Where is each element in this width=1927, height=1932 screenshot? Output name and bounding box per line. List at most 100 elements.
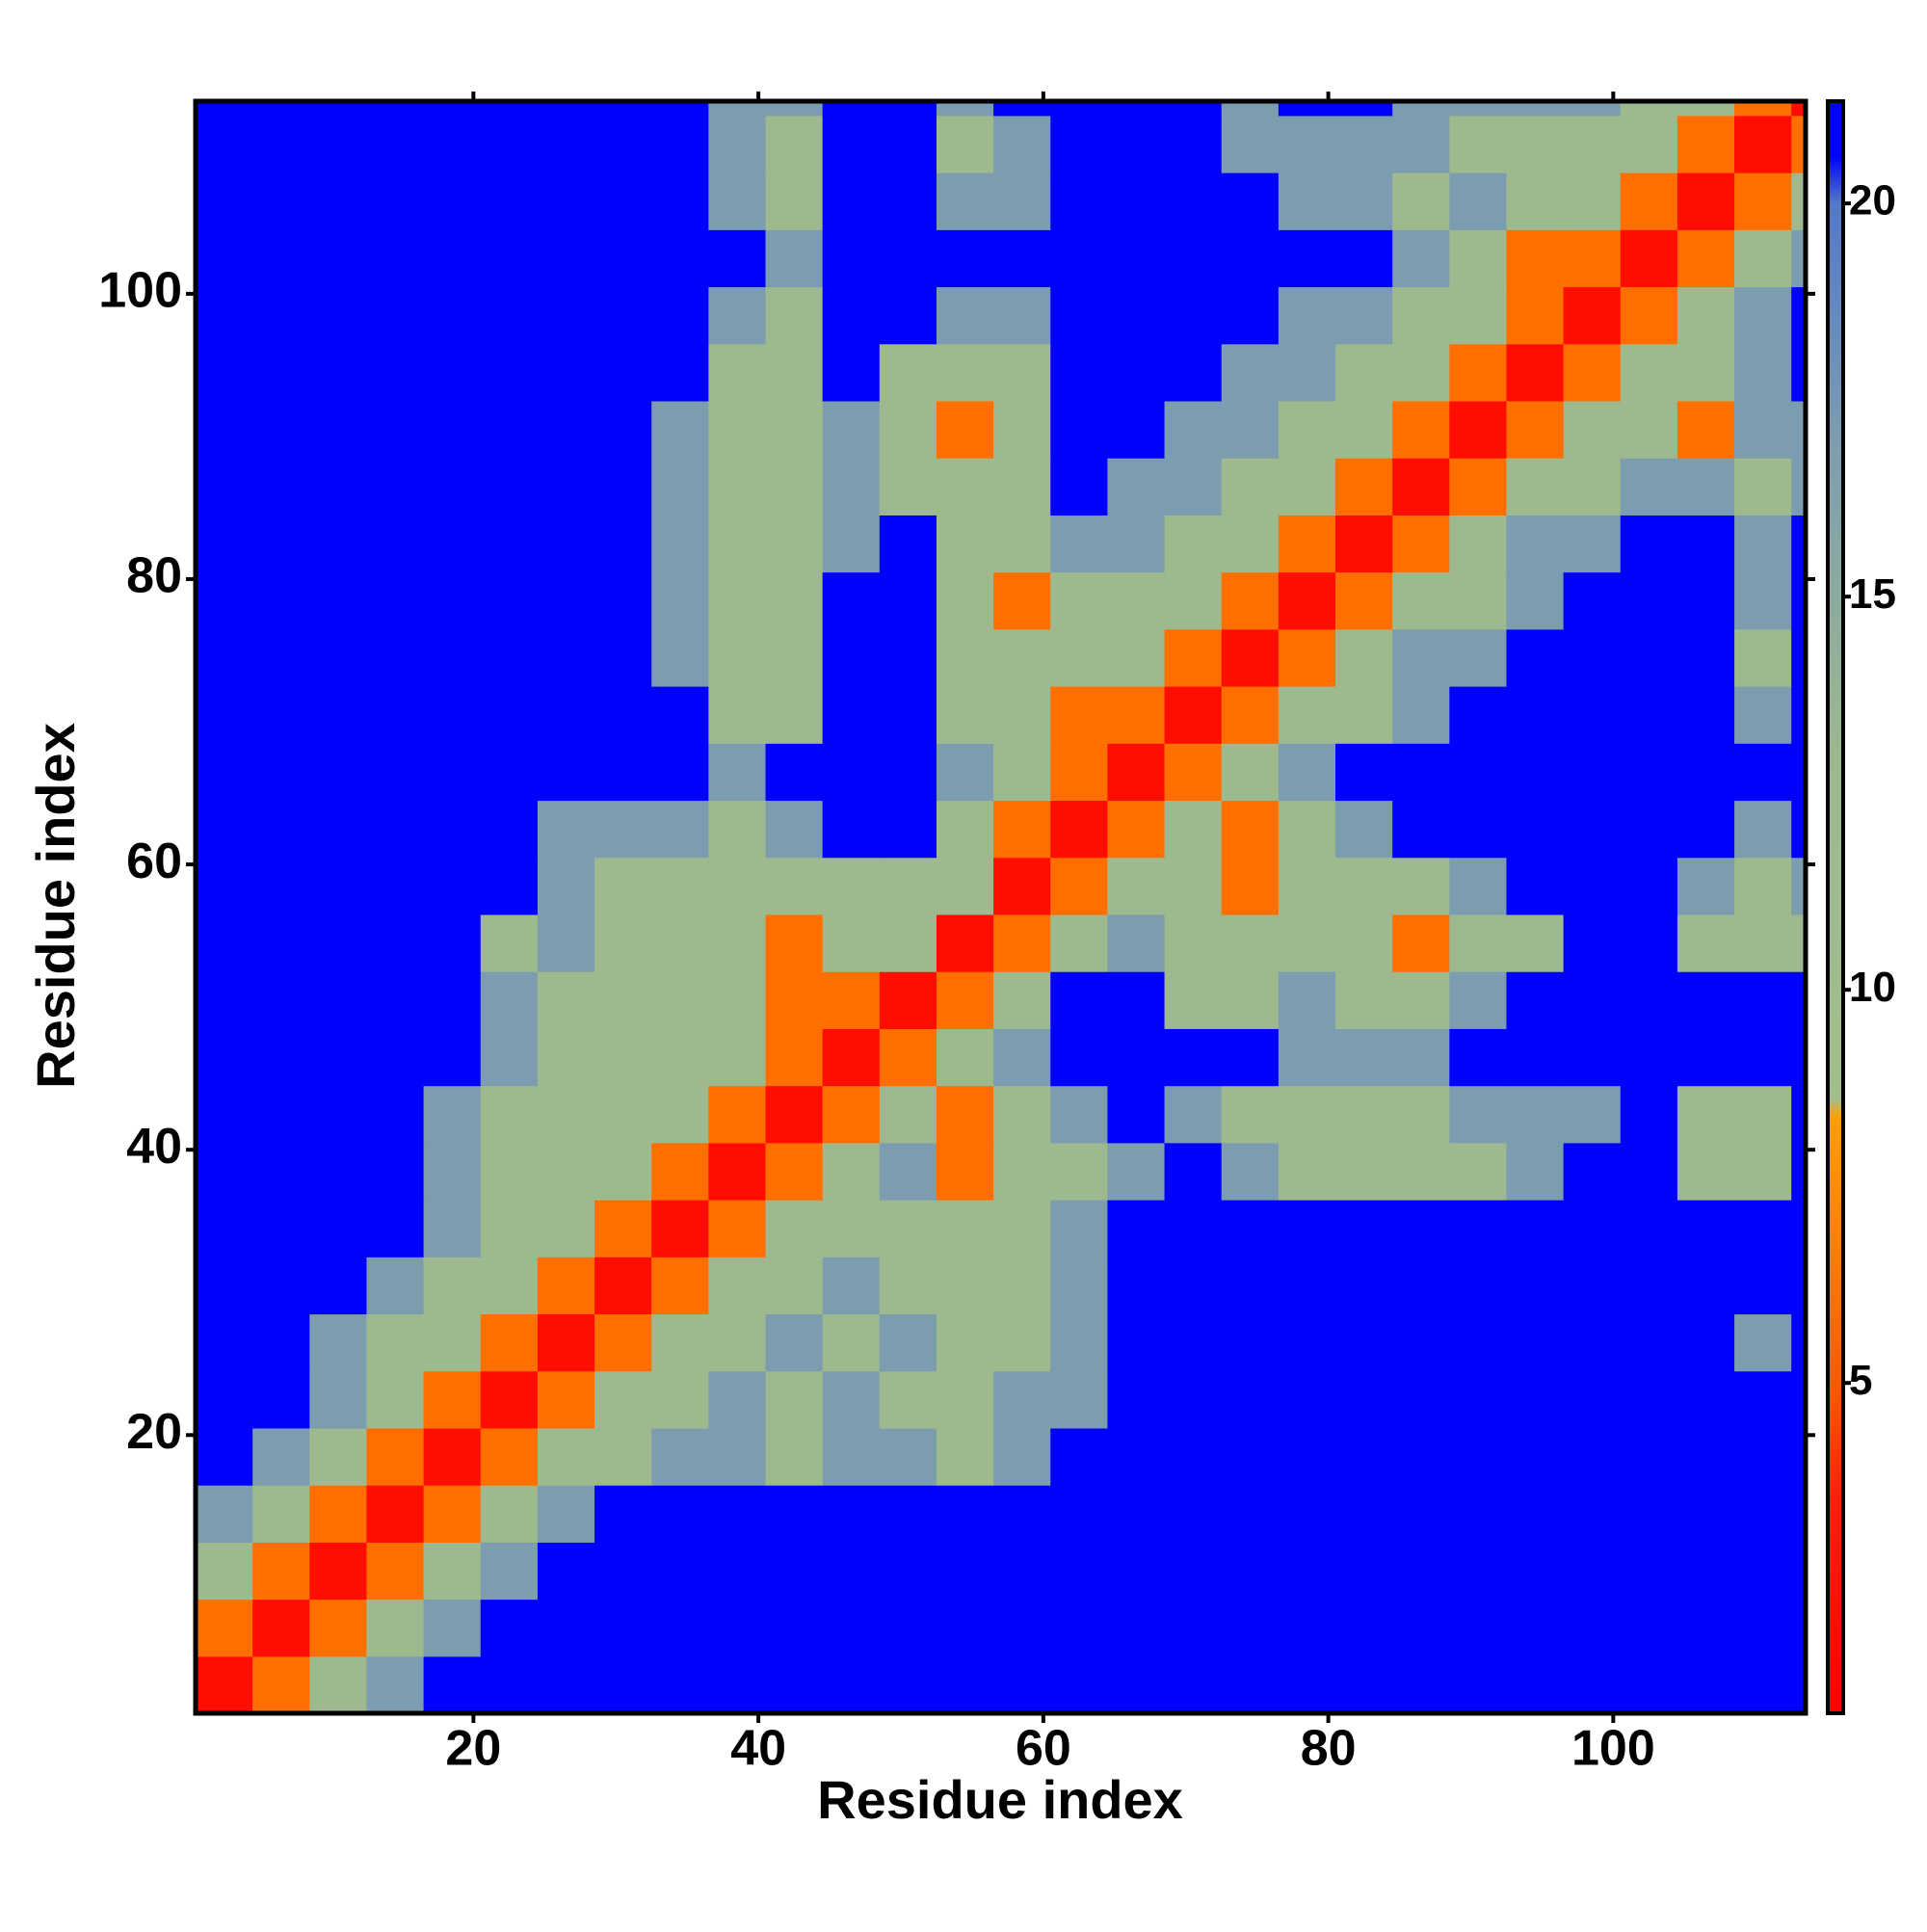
- cell: [423, 343, 482, 402]
- cell: [1335, 857, 1393, 915]
- cell: [879, 229, 937, 288]
- cell: [822, 800, 881, 859]
- cell: [879, 1200, 937, 1257]
- cell: [1506, 628, 1565, 687]
- cell: [480, 1200, 539, 1257]
- cell: [309, 800, 368, 859]
- cell: [1506, 1655, 1565, 1714]
- cell: [708, 628, 767, 687]
- cell: [537, 800, 595, 859]
- cell: [1676, 1257, 1735, 1315]
- cell: [1563, 229, 1622, 288]
- cell: [366, 971, 425, 1029]
- cell: [1791, 971, 1807, 1029]
- cell: [822, 1542, 881, 1601]
- cell: [1107, 1655, 1166, 1714]
- cell: [366, 229, 425, 288]
- cell: [366, 286, 425, 345]
- cell: [1734, 1257, 1792, 1315]
- cell: [1335, 1142, 1393, 1201]
- cell: [1620, 1655, 1678, 1714]
- cell: [1620, 115, 1678, 173]
- cell: [594, 1313, 652, 1372]
- cell: [708, 743, 767, 802]
- cell: [1107, 686, 1166, 744]
- cell: [309, 1142, 368, 1201]
- cell: [423, 1542, 482, 1601]
- cell: [1221, 1655, 1280, 1714]
- cell: [1050, 1542, 1109, 1601]
- cell: [1278, 229, 1336, 288]
- cell: [196, 913, 253, 972]
- cell: [879, 1370, 937, 1429]
- cell: [594, 515, 652, 573]
- cell: [1221, 1313, 1280, 1372]
- cell: [1221, 343, 1280, 402]
- cell: [594, 400, 652, 459]
- cell: [1392, 1370, 1450, 1429]
- cell: [993, 1655, 1051, 1714]
- cell: [1278, 343, 1336, 402]
- cell: [936, 400, 994, 459]
- cell: [252, 1485, 310, 1543]
- cell: [309, 971, 368, 1029]
- cell: [1164, 1427, 1223, 1486]
- cell: [1620, 400, 1678, 459]
- cell: [537, 400, 595, 459]
- cell: [879, 1313, 937, 1372]
- cell: [366, 172, 425, 230]
- cell: [1221, 115, 1280, 173]
- cell: [1278, 1313, 1336, 1372]
- cell: [1791, 1599, 1807, 1657]
- cell: [1449, 1599, 1508, 1657]
- cell: [708, 1542, 767, 1601]
- cell: [936, 743, 994, 802]
- cell: [765, 1028, 824, 1087]
- cell: [765, 800, 824, 859]
- cell: [196, 857, 253, 915]
- cell: [196, 343, 253, 402]
- cell: [1506, 515, 1565, 573]
- cell: [196, 1142, 253, 1201]
- cell: [1278, 400, 1336, 459]
- colorbar-tick-label: 5: [1849, 1357, 1872, 1404]
- cell: [1107, 172, 1166, 230]
- cell: [1563, 286, 1622, 345]
- cell: [196, 686, 253, 744]
- cell: [480, 913, 539, 972]
- cell: [1791, 800, 1807, 859]
- cell: [1506, 286, 1565, 345]
- cell: [822, 913, 881, 972]
- cell: [1734, 1142, 1792, 1201]
- cell: [480, 1142, 539, 1201]
- cell: [879, 172, 937, 230]
- cell: [651, 743, 709, 802]
- cell: [1563, 400, 1622, 459]
- cell: [822, 1427, 881, 1486]
- cell: [252, 101, 310, 117]
- cell: [1734, 1655, 1792, 1714]
- cell: [196, 101, 253, 117]
- cell: [1676, 1200, 1735, 1257]
- cell: [1506, 1142, 1565, 1201]
- cell: [423, 515, 482, 573]
- cell: [366, 458, 425, 516]
- cell: [1335, 172, 1393, 230]
- cell: [252, 1257, 310, 1315]
- cell: [993, 286, 1051, 345]
- cell: [1791, 857, 1807, 915]
- cell: [708, 686, 767, 744]
- cell: [879, 115, 937, 173]
- cell: [1221, 1599, 1280, 1657]
- cell: [1335, 1370, 1393, 1429]
- cell: [1164, 458, 1223, 516]
- cell: [1734, 1599, 1792, 1657]
- cell: [252, 628, 310, 687]
- cell: [1392, 101, 1450, 117]
- cell: [1791, 343, 1807, 402]
- cell: [651, 971, 709, 1029]
- cell: [594, 1485, 652, 1543]
- cell: [765, 971, 824, 1029]
- cell: [1392, 971, 1450, 1029]
